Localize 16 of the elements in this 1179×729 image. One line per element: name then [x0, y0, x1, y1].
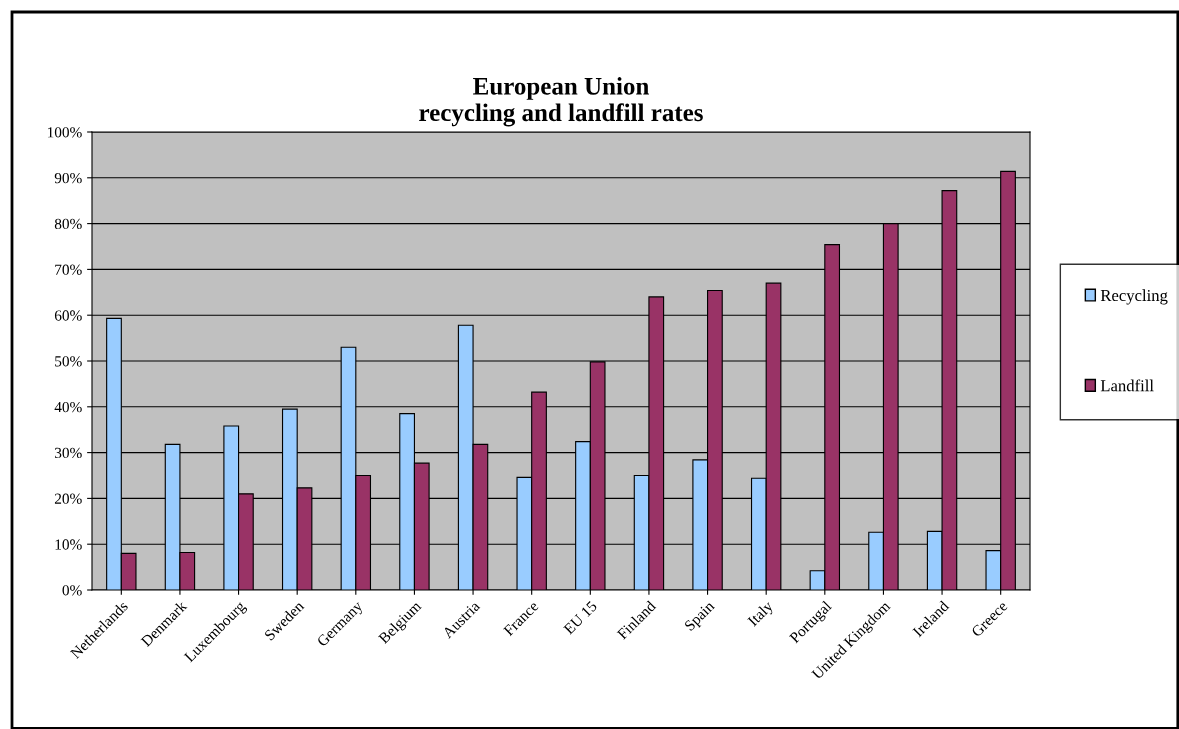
y-tick-label: 70%	[55, 264, 82, 275]
y-tick-label: 30%	[55, 447, 82, 459]
legend-label: Recycling	[1100, 289, 1168, 305]
y-tick-label: 50%	[55, 356, 82, 367]
y-tick-label: 80%	[54, 218, 82, 230]
y-tick-label: 10%	[55, 539, 82, 550]
x-tick-label: EU 15	[563, 600, 598, 635]
y-tick-label: 40%	[54, 401, 82, 413]
y-tick-label: 100%	[47, 127, 82, 138]
chart-title: European Union recycling and landfill rates	[419, 77, 703, 127]
y-tick-label: 60%	[54, 310, 82, 321]
legend-label: Landfill	[1100, 379, 1154, 392]
y-tick-label: 20%	[54, 493, 82, 504]
x-tick-label: Italy	[746, 599, 776, 629]
y-tick-label: 90%	[54, 172, 82, 184]
y-tick-label: 0%	[62, 585, 82, 596]
